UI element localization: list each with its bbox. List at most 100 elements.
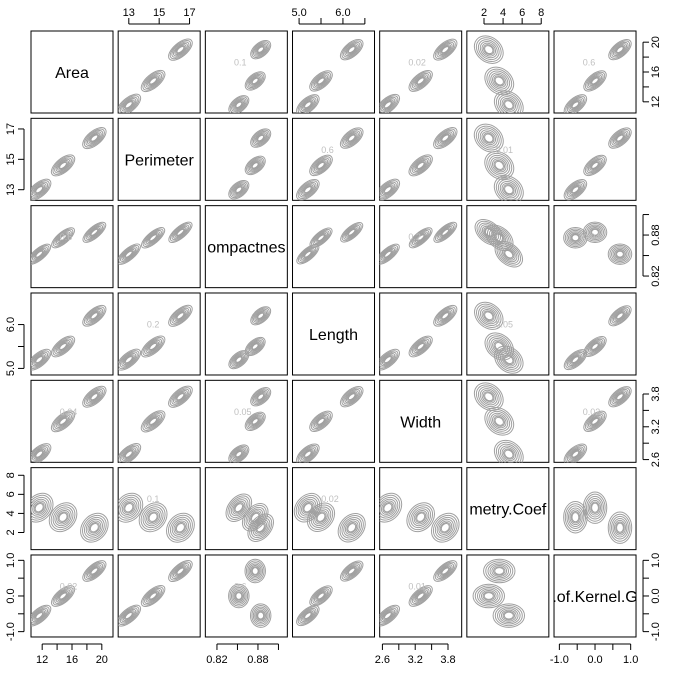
- density-contour: [254, 520, 268, 535]
- density-contour: [589, 75, 601, 87]
- density-contour: [437, 564, 453, 578]
- density-contour: [52, 337, 74, 356]
- density-contour: [246, 338, 265, 355]
- density-contour: [484, 150, 515, 180]
- density-contour: [31, 496, 50, 519]
- density-contour: [54, 508, 72, 527]
- density-contour: [244, 411, 266, 431]
- density-contour: [415, 511, 427, 523]
- density-contour: [303, 503, 313, 513]
- density-contour: [168, 560, 193, 583]
- density-contour: [341, 223, 362, 242]
- density-contour: [299, 181, 317, 198]
- density-contour: [379, 606, 399, 625]
- density-contour: [416, 512, 426, 522]
- density-contour: [474, 301, 504, 330]
- density-contour: [59, 161, 67, 169]
- density-contour: [252, 389, 269, 404]
- tick-label: 3.2: [650, 419, 662, 434]
- contour-level-label: 0.05: [496, 319, 514, 329]
- density-contour: [256, 392, 265, 401]
- density-contour: [121, 98, 137, 112]
- diagonal-panel-3: ompactnes: [204, 205, 288, 289]
- density-contour: [380, 353, 396, 367]
- density-contour: [51, 227, 75, 249]
- density-contour: [497, 94, 520, 113]
- density-contour: [434, 40, 456, 60]
- density-contour: [89, 392, 100, 402]
- density-contour: [250, 517, 271, 539]
- density-contour: [493, 566, 506, 576]
- density-contour: [379, 351, 397, 368]
- density-contour: [500, 609, 517, 622]
- panel-r4-c6: 0.05: [466, 292, 550, 376]
- density-contour: [379, 498, 397, 517]
- density-contour: [147, 511, 159, 524]
- density-contour: [33, 610, 46, 621]
- tick-label: 2: [5, 529, 17, 535]
- density-contour: [311, 228, 331, 247]
- density-contour: [379, 93, 401, 113]
- panel-frame: [204, 205, 288, 289]
- density-contour: [341, 40, 362, 59]
- density-contour: [433, 127, 458, 150]
- density-contour: [589, 499, 602, 516]
- density-contour: [343, 563, 361, 579]
- density-contour: [434, 223, 456, 242]
- panel-r1-c5: 0.02: [379, 30, 463, 114]
- density-contour: [482, 591, 496, 601]
- density-contour: [341, 516, 362, 539]
- density-contour: [499, 445, 518, 463]
- density-contour: [379, 246, 397, 262]
- density-contour: [346, 522, 358, 534]
- density-contour: [87, 225, 102, 239]
- density-contour: [496, 347, 522, 372]
- contour-level-label: 0.6: [234, 581, 247, 591]
- tick-label: 17: [5, 123, 17, 135]
- density-contour: [144, 587, 163, 605]
- density-contour: [145, 74, 161, 88]
- density-contour: [31, 243, 52, 265]
- density-contour: [296, 178, 320, 201]
- density-contour: [616, 250, 624, 258]
- density-contour: [487, 562, 512, 580]
- density-contour: [607, 243, 633, 265]
- density-contour: [347, 392, 357, 401]
- density-contour: [586, 413, 604, 430]
- density-contour: [586, 224, 604, 241]
- density-contour: [414, 159, 427, 171]
- density-contour: [439, 227, 452, 238]
- density-contour: [171, 307, 190, 324]
- density-contour: [244, 155, 266, 176]
- panel-frame: [553, 379, 637, 463]
- tick-label: 2: [481, 7, 487, 19]
- density-contour: [142, 411, 164, 431]
- density-contour: [611, 41, 629, 58]
- density-contour: [142, 228, 164, 248]
- density-contour: [416, 77, 425, 85]
- density-contour: [234, 503, 244, 513]
- panel-r3-c4: [292, 205, 376, 289]
- density-contour: [584, 493, 606, 522]
- density-contour: [89, 133, 100, 143]
- panel-frame: [117, 467, 201, 551]
- density-contour: [149, 417, 158, 425]
- density-contour: [31, 608, 47, 623]
- density-contour: [410, 337, 432, 356]
- density-contour: [50, 504, 76, 531]
- density-contour: [145, 589, 161, 603]
- density-contour: [499, 351, 518, 369]
- density-contour: [250, 128, 272, 148]
- density-contour: [416, 161, 425, 169]
- density-contour: [124, 503, 134, 513]
- density-contour: [90, 567, 99, 575]
- density-contour: [302, 448, 314, 460]
- panel-r7-c4: [292, 554, 376, 638]
- tick-label: -1.0: [650, 622, 662, 641]
- density-contour: [232, 448, 246, 461]
- density-contour: [567, 507, 583, 527]
- density-contour: [611, 308, 629, 324]
- density-contour: [144, 508, 162, 527]
- tick-label: 17: [183, 7, 195, 19]
- density-contour: [171, 518, 190, 537]
